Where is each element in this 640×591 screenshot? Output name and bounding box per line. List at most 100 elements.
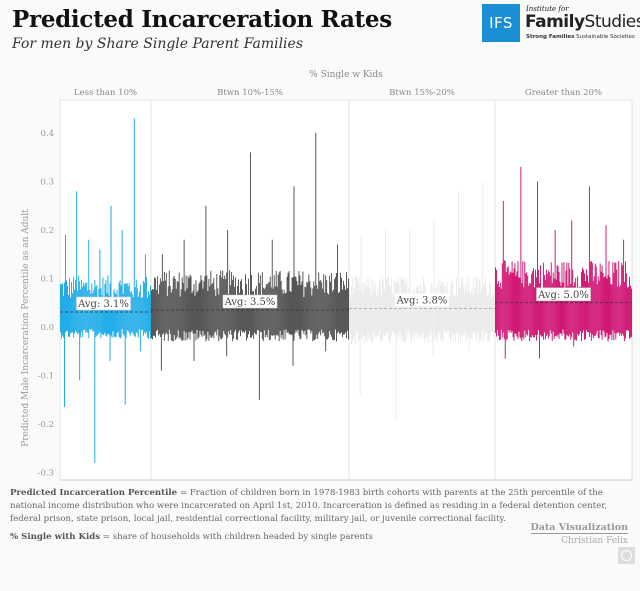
data-bar [498, 287, 500, 341]
average-label: Avg: 3.1% [77, 299, 129, 310]
data-bar [161, 254, 163, 335]
data-bar [378, 293, 380, 338]
data-bar [457, 296, 458, 331]
data-bar [124, 283, 126, 405]
data-bar [530, 283, 532, 337]
chart-title: Predicted Incarceration Rates [12, 6, 392, 33]
data-bar [590, 261, 592, 341]
data-bar [114, 292, 116, 338]
data-bar [103, 299, 105, 336]
data-bar [463, 294, 465, 337]
data-bar [317, 288, 319, 339]
data-bar [268, 281, 270, 340]
data-bar [249, 296, 250, 331]
average-label-box [222, 294, 278, 309]
data-bar [351, 277, 353, 342]
data-bar [264, 287, 266, 338]
data-bar [253, 296, 255, 333]
data-bar [346, 271, 347, 339]
data-bar [74, 289, 76, 334]
data-bar [133, 118, 135, 336]
data-bar [599, 263, 601, 330]
data-bar [148, 294, 150, 332]
data-bar [595, 266, 597, 334]
data-bar [68, 295, 69, 337]
data-bar [173, 275, 175, 336]
data-bar [302, 271, 304, 332]
data-bar [210, 270, 212, 338]
data-bar [468, 291, 470, 352]
data-bar [495, 269, 497, 337]
data-bar [244, 294, 245, 333]
data-bar [627, 287, 628, 331]
data-bar [307, 282, 309, 330]
data-bar [625, 261, 627, 339]
data-bar [540, 288, 542, 337]
data-bar [466, 292, 468, 339]
data-bar [120, 285, 122, 338]
data-bar [162, 281, 164, 334]
data-bar [175, 288, 177, 339]
data-bar [578, 289, 580, 336]
series-1 [151, 133, 349, 400]
data-bar [142, 280, 144, 336]
category-label: Btwn 10%-15% [217, 88, 283, 98]
data-bar [509, 271, 511, 331]
data-bar [495, 267, 496, 333]
data-bar [442, 281, 444, 343]
data-bar [383, 280, 384, 335]
data-bar [404, 286, 406, 343]
data-bar [160, 281, 162, 371]
data-bar [355, 277, 357, 331]
data-bar [616, 269, 618, 334]
data-bar [536, 277, 537, 341]
average-label-box [395, 293, 449, 307]
data-bar [336, 273, 338, 342]
data-bar [140, 297, 142, 331]
data-bar [304, 286, 306, 331]
data-bar [116, 290, 118, 334]
twitter-share-button[interactable] [618, 547, 635, 564]
data-bar [499, 282, 501, 340]
data-bar [194, 295, 196, 334]
data-bar [494, 288, 495, 335]
data-bar [270, 287, 272, 336]
data-bar [603, 277, 605, 332]
data-bar [62, 283, 63, 336]
data-bar [207, 290, 209, 332]
data-bar [559, 281, 561, 333]
data-bar [75, 279, 77, 331]
data-bar [409, 230, 411, 334]
data-bar [282, 293, 284, 340]
data-bar [611, 284, 613, 340]
data-bar [144, 254, 146, 334]
data-bar [322, 288, 324, 334]
data-bar [352, 294, 354, 340]
data-bar [136, 288, 138, 334]
data-bar [565, 270, 567, 340]
ifs-logo[interactable]: IFS Institute for FamilyStudies Strong F… [482, 4, 640, 42]
data-bar [190, 276, 192, 333]
data-bar [535, 269, 536, 335]
data-bar [384, 290, 385, 336]
data-bar [609, 277, 611, 335]
average-label-box [76, 296, 131, 311]
data-bar [403, 278, 405, 341]
data-bar [246, 284, 247, 341]
data-bar [449, 296, 451, 339]
data-bar [170, 292, 172, 341]
credit-title-link[interactable]: Data Visualization [530, 522, 628, 534]
data-bar [604, 276, 606, 338]
data-bar [605, 225, 607, 337]
data-bar [476, 277, 478, 335]
data-bar [260, 295, 262, 333]
data-bar [157, 293, 159, 336]
data-bar [505, 272, 507, 341]
logo-institute-label: Institute for [526, 5, 569, 13]
data-bar [518, 277, 520, 332]
data-bar [153, 277, 155, 336]
data-bar [323, 274, 325, 333]
data-bar [298, 271, 300, 336]
data-bar [188, 278, 190, 332]
data-bar [79, 281, 81, 381]
